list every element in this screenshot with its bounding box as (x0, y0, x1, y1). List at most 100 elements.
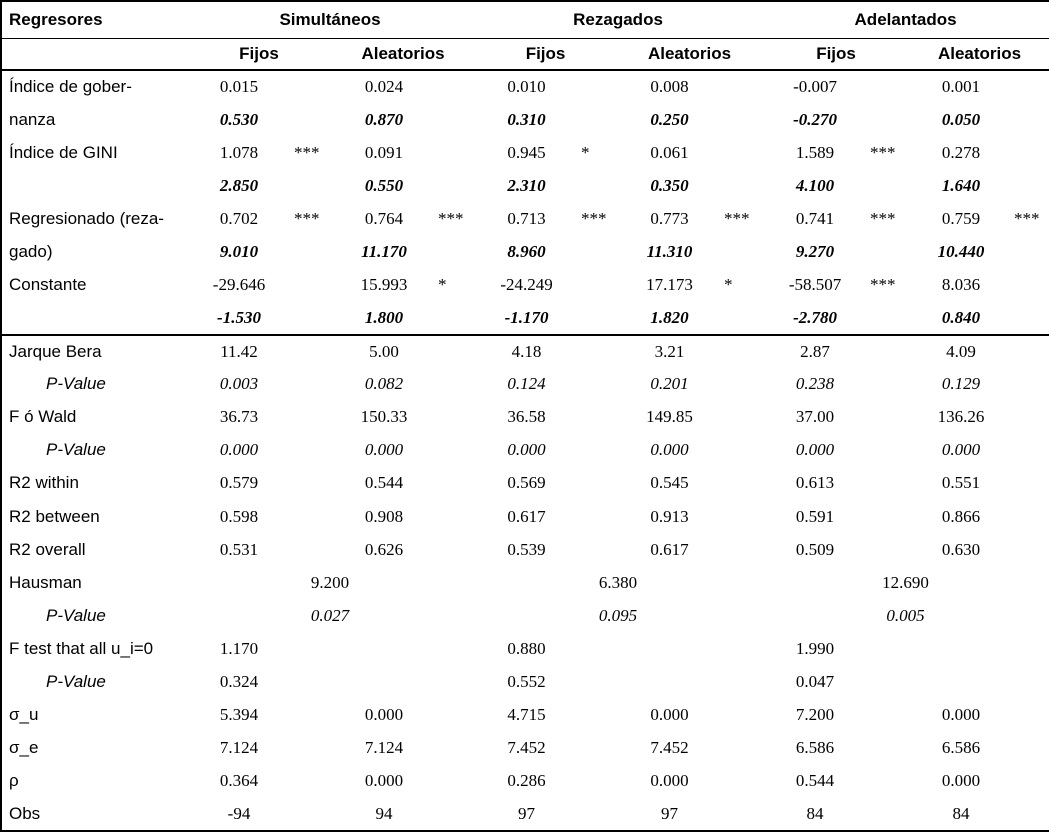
stat-value: 97 (518, 803, 536, 823)
coefficient-value: 1.078 (219, 142, 259, 162)
significance-stars (436, 70, 474, 103)
t-statistic: 1.820 (617, 301, 723, 336)
stat-group-value: 0.095 (598, 605, 638, 625)
star-empty (722, 467, 762, 500)
stat-value: 0.626 (364, 539, 404, 559)
star-empty (868, 235, 910, 268)
stat-value: 0.000 (650, 771, 689, 791)
stat-value: 7.200 (795, 705, 835, 725)
stat-value: 0.082 (364, 374, 404, 394)
group-header-adelantados: Adelantados (762, 1, 1049, 39)
stat-value: 0.509 (795, 539, 835, 559)
star-empty (1012, 467, 1049, 500)
star-empty (292, 169, 332, 202)
star-empty (292, 401, 332, 434)
t-statistic: 9.270 (795, 241, 835, 261)
method-header-aleatorios-1: Aleatorios (332, 38, 475, 71)
significance-stars (1012, 70, 1049, 103)
stat-row: R2 between 0.598 0.908 0.617 0.913 0.591 0.866 (1, 500, 1049, 533)
stat-value: 3.21 (654, 341, 685, 361)
star-empty (868, 434, 910, 467)
regressor-label-line2: nanza (9, 109, 56, 129)
coefficient-tstat-row: -1.530 1.800 -1.170 1.820 -2.780 0.840 (1, 301, 1049, 336)
stat-label: P-Value (46, 440, 106, 460)
stat-label: R2 overall (9, 539, 86, 559)
stat-value (617, 632, 722, 665)
significance-stars: *** (1014, 208, 1040, 228)
t-statistic: 10.440 (937, 241, 985, 261)
t-statistic: 2.310 (507, 175, 546, 195)
significance-stars (868, 70, 910, 103)
stat-value: 0.000 (364, 440, 404, 460)
coefficient-value-row: Índice de GINI 1.078 *** 0.091 0.945 * 0.061 1.… (1, 136, 1049, 169)
stat-row: ρ 0.364 0.000 0.286 0.000 0.544 0.000 (1, 765, 1049, 798)
star-empty (722, 698, 762, 731)
stat-value: 0.880 (507, 638, 546, 658)
star-empty (436, 401, 474, 434)
star-empty (579, 798, 617, 831)
stat-value (910, 665, 1012, 698)
stat-value: 6.586 (941, 738, 981, 758)
stat-value: 0.598 (219, 506, 259, 526)
star-empty (1012, 533, 1049, 566)
coefficient-value: -0.007 (793, 77, 837, 97)
stat-value: 0.913 (650, 506, 689, 526)
stat-value: 0.552 (507, 671, 546, 691)
stat-label: P-Value (46, 605, 106, 625)
coefficient-value: 17.173 (646, 275, 693, 294)
coefficient-value: -29.646 (212, 275, 266, 294)
stat-group-value: 0.027 (310, 605, 350, 625)
stat-label: R2 between (9, 506, 100, 526)
star-empty (1012, 698, 1049, 731)
coefficient-value: 0.061 (650, 142, 689, 162)
stat-value: 0.124 (507, 374, 546, 394)
star-empty (868, 401, 910, 434)
stat-value: 0.617 (650, 539, 689, 559)
star-empty (436, 533, 474, 566)
coefficient-tstat-row: gado) 9.010 11.170 8.960 11.310 9.270 10.440 (1, 235, 1049, 268)
coefficient-value: 0.001 (941, 77, 981, 97)
t-statistic: -1.170 (474, 301, 580, 336)
star-empty (868, 798, 910, 831)
star-empty (722, 335, 762, 368)
t-statistic: 1.640 (941, 175, 981, 195)
significance-stars (722, 70, 762, 103)
stat-value: 0.908 (364, 506, 404, 526)
coefficient-value: 0.010 (507, 77, 546, 97)
star-empty (868, 732, 910, 765)
star-empty (1012, 434, 1049, 467)
group-header-rezagados: Rezagados (474, 1, 763, 39)
stat-value (332, 665, 436, 698)
star-empty (579, 765, 617, 798)
star-empty (1012, 235, 1049, 268)
star-empty (292, 798, 332, 831)
stat-label: P-Value (46, 671, 106, 691)
stat-value: 0.551 (941, 473, 981, 493)
coefficient-value: 8.036 (941, 275, 981, 294)
coefficient-value: 1.589 (795, 142, 835, 162)
stat-row: σ_e 7.124 7.124 7.452 7.452 6.586 6.586 (1, 732, 1049, 765)
significance-stars (722, 136, 762, 169)
stat-value: 0.003 (219, 374, 259, 394)
t-statistic: 0.350 (650, 175, 689, 195)
stat-value: 0.000 (507, 440, 546, 460)
coefficient-value-row: Regresionado (reza- 0.702 *** 0.764 *** 0.713… (1, 202, 1049, 235)
stat-value (910, 632, 1012, 665)
star-empty (1012, 500, 1049, 533)
star-empty (579, 434, 617, 467)
stat-value: 0.544 (364, 473, 404, 493)
star-empty (579, 301, 618, 336)
star-empty (436, 368, 474, 401)
star-empty (1012, 103, 1049, 136)
significance-stars (292, 70, 332, 103)
coefficient-value-row: Índice de gober- 0.015 0.024 0.010 0.008 -0.0… (1, 70, 1049, 103)
significance-stars: * (724, 275, 733, 294)
regressor-label-line2 (1, 169, 186, 202)
star-empty (436, 665, 474, 698)
star-empty (292, 368, 332, 401)
stat-value: 7.452 (507, 738, 546, 758)
stat-value: 0.000 (364, 771, 404, 791)
star-empty (722, 169, 762, 202)
stat-value: 1.990 (795, 638, 835, 658)
